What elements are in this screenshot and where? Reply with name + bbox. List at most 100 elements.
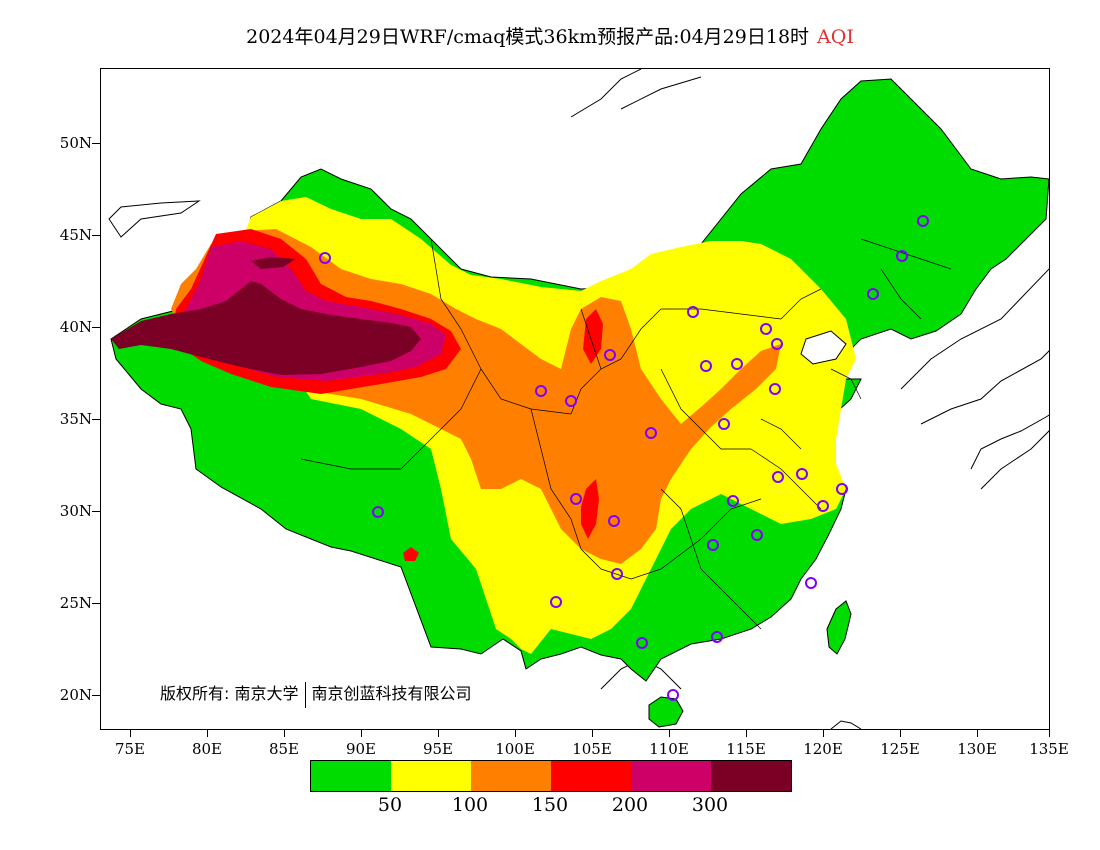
aqi-band-red-sichuan — [581, 479, 599, 539]
legend-label: 300 — [691, 794, 729, 816]
x-axis-label: 110E — [649, 740, 689, 758]
station-marker — [817, 500, 829, 512]
legend-swatch-red — [551, 761, 631, 791]
y-tick — [92, 143, 100, 144]
y-tick — [92, 419, 100, 420]
x-tick — [1049, 730, 1050, 737]
legend-swatch-green — [311, 761, 391, 791]
copyright-divider — [304, 681, 306, 708]
y-tick — [92, 695, 100, 696]
y-tick — [92, 327, 100, 328]
copyright-org1: 南京大学 — [234, 684, 299, 703]
y-axis-label: 35N — [59, 410, 92, 428]
map-panel[interactable] — [100, 68, 1050, 730]
x-tick — [669, 730, 670, 737]
aqi-band-red-south — [403, 547, 419, 561]
station-marker — [771, 338, 783, 350]
legend-swatch-magenta — [631, 761, 711, 791]
y-tick — [92, 235, 100, 236]
station-marker — [372, 506, 384, 518]
aqi-band-maroon-north — [251, 257, 296, 269]
legend-label: 150 — [531, 794, 569, 816]
x-axis-label: 115E — [726, 740, 766, 758]
station-marker — [604, 349, 616, 361]
station-marker — [917, 215, 929, 227]
station-marker — [772, 471, 784, 483]
y-axis-label: 20N — [59, 686, 92, 704]
y-tick — [92, 511, 100, 512]
x-tick — [130, 730, 131, 737]
x-tick — [823, 730, 824, 737]
x-tick — [438, 730, 439, 737]
station-marker — [718, 418, 730, 430]
taiwan-island — [826, 600, 852, 655]
x-axis-label: 85E — [268, 740, 300, 758]
x-axis-label: 100E — [495, 740, 535, 758]
station-marker — [867, 288, 879, 300]
station-marker — [550, 596, 562, 608]
station-marker — [319, 252, 331, 264]
x-tick — [592, 730, 593, 737]
y-axis-label: 45N — [59, 226, 92, 244]
aqi-legend — [310, 760, 792, 792]
copyright-org2: 南京创蓝科技有限公司 — [311, 684, 472, 703]
station-marker — [727, 495, 739, 507]
station-marker — [711, 631, 723, 643]
station-marker — [645, 427, 657, 439]
y-axis-label: 40N — [59, 318, 92, 336]
station-marker — [700, 360, 712, 372]
legend-swatch-maroon — [711, 761, 791, 791]
station-marker — [667, 689, 679, 701]
station-marker — [796, 468, 808, 480]
x-axis-label: 90E — [345, 740, 377, 758]
x-axis-label: 120E — [803, 740, 843, 758]
station-marker — [731, 358, 743, 370]
hainan-island — [648, 696, 684, 728]
legend-swatch-orange — [471, 761, 551, 791]
legend-label: 100 — [451, 794, 489, 816]
station-marker — [565, 395, 577, 407]
map-title: 2024年04月29日WRF/cmaq模式36km预报产品:04月29日18时 A… — [0, 22, 1100, 49]
station-marker — [769, 383, 781, 395]
y-axis-label: 30N — [59, 502, 92, 520]
x-axis-label: 80E — [191, 740, 223, 758]
copyright-label: 版权所有: — [160, 684, 230, 703]
x-tick — [900, 730, 901, 737]
station-marker — [707, 539, 719, 551]
legend-label: 50 — [377, 794, 403, 816]
x-axis-label: 75E — [114, 740, 146, 758]
bohai-sea — [800, 330, 847, 365]
station-marker — [896, 250, 908, 262]
station-marker — [535, 385, 547, 397]
foreign-coastlines — [108, 69, 1049, 729]
aqi-map-svg — [108, 69, 1049, 729]
aqi-band-maroon — [111, 281, 421, 375]
x-tick — [361, 730, 362, 737]
province-boundaries — [300, 238, 952, 630]
x-tick — [207, 730, 208, 737]
x-axis-label: 105E — [572, 740, 612, 758]
x-tick — [515, 730, 516, 737]
station-marker — [687, 306, 699, 318]
x-axis-label: 135E — [1029, 740, 1069, 758]
x-tick — [284, 730, 285, 737]
station-marker — [805, 577, 817, 589]
station-marker — [570, 493, 582, 505]
station-marker — [608, 515, 620, 527]
aqi-band-red-east — [583, 309, 603, 364]
legend-swatch-yellow — [391, 761, 471, 791]
title-text: 2024年04月29日WRF/cmaq模式36km预报产品:04月29日18时 — [246, 26, 810, 48]
station-marker — [611, 568, 623, 580]
x-axis-label: 95E — [422, 740, 454, 758]
station-marker — [751, 529, 763, 541]
copyright-notice: 版权所有: 南京大学 南京创蓝科技有限公司 — [160, 680, 472, 708]
title-variable: AQI — [817, 26, 854, 48]
x-axis-label: 125E — [880, 740, 920, 758]
x-axis-label: 130E — [957, 740, 997, 758]
station-markers — [319, 215, 929, 701]
station-marker — [836, 483, 848, 495]
y-tick — [92, 603, 100, 604]
x-tick — [746, 730, 747, 737]
y-axis-label: 25N — [59, 594, 92, 612]
x-tick — [977, 730, 978, 737]
